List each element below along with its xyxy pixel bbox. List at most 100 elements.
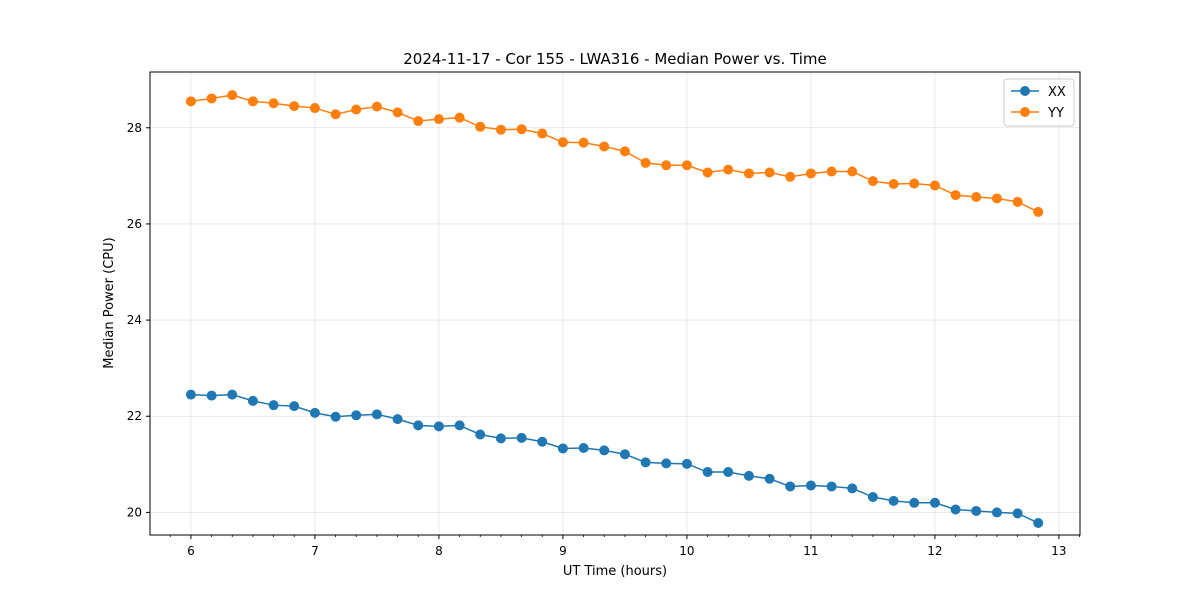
data-point-xx: [723, 467, 734, 478]
data-point-xx: [1012, 508, 1023, 519]
data-point-xx: [185, 389, 196, 400]
data-point-yy: [557, 137, 568, 148]
x-tick-label: 10: [679, 544, 694, 558]
data-point-xx: [640, 457, 651, 468]
data-point-yy: [826, 166, 837, 177]
data-point-yy: [454, 112, 465, 123]
data-point-yy: [723, 164, 734, 175]
data-point-xx: [392, 414, 403, 425]
data-point-yy: [909, 178, 920, 189]
data-point-yy: [599, 141, 610, 152]
y-axis-label: Median Power (CPU): [102, 237, 117, 368]
y-tick-label: 20: [127, 505, 142, 519]
legend-label-yy: YY: [1047, 106, 1064, 121]
legend-label-xx: XX: [1048, 85, 1066, 100]
data-point-xx: [516, 432, 527, 443]
data-point-xx: [599, 445, 610, 456]
data-point-xx: [847, 483, 858, 494]
data-point-xx: [681, 458, 692, 469]
data-point-yy: [330, 109, 341, 120]
x-tick-label: 12: [927, 544, 942, 558]
chart-title: 2024-11-17 - Cor 155 - LWA316 - Median P…: [403, 50, 827, 68]
data-point-yy: [185, 96, 196, 107]
data-point-yy: [805, 168, 816, 179]
data-point-yy: [247, 96, 258, 107]
data-point-xx: [289, 401, 300, 412]
x-tick-label: 8: [435, 544, 443, 558]
data-point-yy: [578, 137, 589, 148]
x-tick-label: 11: [803, 544, 818, 558]
data-point-yy: [764, 167, 775, 178]
data-point-xx: [867, 492, 878, 503]
data-point-xx: [557, 443, 568, 454]
data-point-xx: [247, 395, 258, 406]
plot-series: [185, 90, 1044, 528]
data-point-xx: [929, 497, 940, 508]
data-point-yy: [640, 157, 651, 168]
data-point-xx: [826, 481, 837, 492]
data-point-yy: [971, 192, 982, 203]
data-point-yy: [495, 124, 506, 135]
data-point-xx: [1033, 517, 1044, 528]
data-point-yy: [619, 146, 630, 157]
data-point-xx: [785, 481, 796, 492]
data-point-yy: [289, 101, 300, 112]
y-tick-label: 22: [127, 409, 142, 423]
data-point-yy: [888, 179, 899, 190]
data-point-xx: [764, 473, 775, 484]
data-point-xx: [743, 470, 754, 481]
data-point-yy: [991, 193, 1002, 204]
data-point-xx: [805, 480, 816, 491]
x-axis-label: UT Time (hours): [563, 564, 667, 579]
data-point-yy: [516, 124, 527, 135]
data-point-yy: [702, 167, 713, 178]
data-point-xx: [537, 436, 548, 447]
data-point-xx: [971, 505, 982, 516]
y-tick-label: 24: [127, 313, 142, 327]
data-point-yy: [1012, 196, 1023, 207]
data-point-yy: [433, 114, 444, 125]
data-point-yy: [537, 128, 548, 139]
grid: [150, 72, 1080, 535]
data-point-xx: [433, 421, 444, 432]
x-tick-label: 7: [311, 544, 319, 558]
x-tick-label: 6: [187, 544, 195, 558]
data-point-yy: [743, 168, 754, 179]
data-point-yy: [309, 103, 320, 114]
data-point-xx: [413, 420, 424, 431]
data-point-xx: [950, 504, 961, 515]
y-tick-label: 26: [127, 217, 142, 231]
data-point-yy: [351, 104, 362, 115]
data-point-yy: [475, 121, 486, 132]
data-point-xx: [702, 467, 713, 478]
data-point-xx: [475, 429, 486, 440]
data-point-xx: [309, 407, 320, 418]
data-point-xx: [991, 507, 1002, 518]
data-point-yy: [867, 176, 878, 187]
data-point-xx: [888, 495, 899, 506]
data-point-xx: [661, 458, 672, 469]
axis-ticks: 6 7 8 9 10 11 12 13 20 22 24 26 28: [127, 121, 1080, 558]
data-point-yy: [785, 171, 796, 182]
data-point-xx: [330, 411, 341, 422]
data-point-xx: [351, 410, 362, 421]
data-point-yy: [413, 116, 424, 127]
data-point-xx: [227, 389, 238, 400]
legend: XX YY: [1003, 78, 1075, 127]
data-point-yy: [847, 166, 858, 177]
data-point-yy: [681, 160, 692, 171]
data-point-yy: [950, 190, 961, 201]
data-point-yy: [392, 107, 403, 118]
data-point-xx: [206, 390, 217, 401]
data-point-yy: [206, 93, 217, 104]
data-point-yy: [227, 90, 238, 101]
data-point-xx: [268, 400, 279, 411]
data-point-yy: [371, 101, 382, 112]
data-point-xx: [371, 409, 382, 420]
legend-marker-xx: [1020, 86, 1030, 96]
data-point-yy: [661, 160, 672, 171]
y-tick-label: 28: [127, 121, 142, 135]
data-point-yy: [929, 180, 940, 191]
data-point-xx: [619, 449, 630, 460]
